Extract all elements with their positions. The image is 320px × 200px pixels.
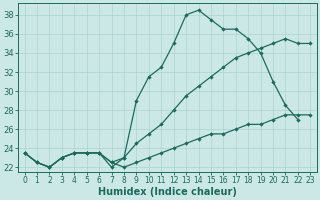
X-axis label: Humidex (Indice chaleur): Humidex (Indice chaleur) [98, 187, 237, 197]
